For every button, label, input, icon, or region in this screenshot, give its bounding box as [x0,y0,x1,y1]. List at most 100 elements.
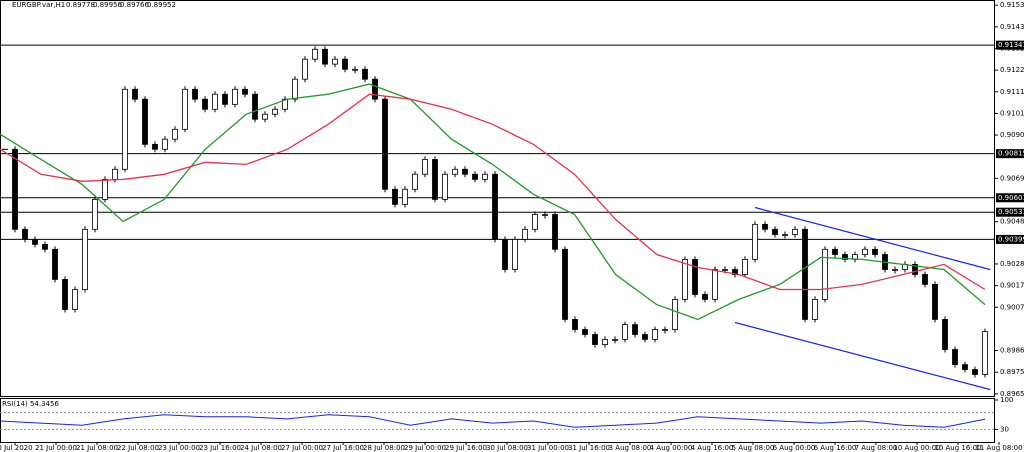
candle [282,98,288,110]
candle [212,93,218,110]
candle [342,58,348,70]
x-tick-label: 6 Aug 00:00 [773,444,816,452]
candle [872,248,878,255]
candle [352,68,358,71]
candle [402,188,408,205]
candle [772,228,778,235]
candle [52,248,58,280]
x-tick-label: 23 Jul 00:00 [158,444,200,452]
x-tick-label: 31 Jul 00:00 [527,444,569,452]
candle [152,143,158,150]
x-tick-label: 10 Aug 16:00 [934,444,981,452]
candle [42,243,48,250]
candle [622,324,628,340]
y-tick-label: 0.89755 [1000,368,1024,376]
level-box [996,40,1024,50]
candle [322,48,328,65]
x-tick-label: 7 Aug 08:00 [855,444,898,452]
candle [392,188,398,205]
level-box [996,149,1024,159]
level-label: 0.90531 [998,208,1024,216]
x-tick-label: 10 Aug 00:00 [893,444,940,452]
candle [492,173,498,240]
candle [592,334,598,345]
candle [412,173,418,190]
y-tick-label: 0.91535 [1000,1,1024,9]
candle [742,259,748,275]
x-tick-label: 21 Jul 08:00 [76,444,118,452]
candle [972,369,978,375]
candle [782,234,788,236]
candle [932,283,938,320]
x-tick-label: 31 Jul 16:00 [568,444,610,452]
candle [632,324,638,335]
candle [112,168,118,180]
candle [582,329,588,335]
candle [892,269,898,271]
candle [602,339,608,345]
rsi-frame [0,398,995,443]
candle [272,108,278,115]
x-tick-label: 4 Aug 16:00 [691,444,734,452]
level-label: 0.90601 [998,194,1024,202]
candle [22,228,28,240]
x-tick-label: 28 Jul 08:00 [363,444,405,452]
candle [802,228,808,320]
y-tick-label: 30 [1000,425,1009,433]
candle [302,58,308,80]
candle [702,294,708,300]
candle [372,78,378,100]
candle [382,98,388,190]
x-tick-label: 3 Aug 08:00 [609,444,652,452]
x-tick-label: 23 Jul 16:00 [199,444,241,452]
candle [922,274,928,285]
level-label: 0.90399 [998,235,1024,243]
candle [712,269,718,300]
candle [202,98,208,110]
candle [862,248,868,255]
y-tick-label: 100 [1000,396,1013,404]
y-tick-label: 0.90175 [1000,282,1024,290]
candle [232,88,238,105]
candle [182,88,188,130]
candle [132,88,138,100]
x-tick-label: 29 Jul 00:00 [404,444,446,452]
candle [462,168,468,175]
x-tick-label: 30 Jul 08:00 [486,444,528,452]
candle [432,159,438,200]
candle [362,68,368,80]
moving-average [0,83,986,321]
y-tick-label: 0.90485 [1000,218,1024,226]
candle [122,88,128,170]
candle [822,248,828,300]
x-tick-label: 6 Aug 16:00 [814,444,857,452]
level-label: 0.91341 [998,41,1024,49]
level-box [996,193,1024,203]
x-tick-label: 24 Jul 08:00 [240,444,282,452]
candle [562,248,568,320]
candle [522,228,528,240]
candle [62,279,68,310]
candle [92,199,98,230]
candle [102,179,108,200]
rsi-line [0,414,986,428]
candle [662,329,668,331]
ohlc-value: 0.89952 [147,1,176,9]
candle [612,339,618,341]
rsi-title: RSI(14) 54.3456 [2,400,59,408]
candle [532,214,538,230]
candle [812,299,818,320]
level-box [996,234,1024,244]
candle [652,329,658,340]
candle [762,223,768,230]
candle [142,98,148,145]
candle [72,289,78,310]
candle [842,254,848,260]
